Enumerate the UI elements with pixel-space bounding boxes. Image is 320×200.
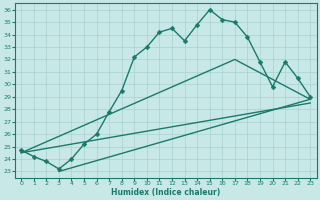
X-axis label: Humidex (Indice chaleur): Humidex (Indice chaleur) [111,188,220,197]
